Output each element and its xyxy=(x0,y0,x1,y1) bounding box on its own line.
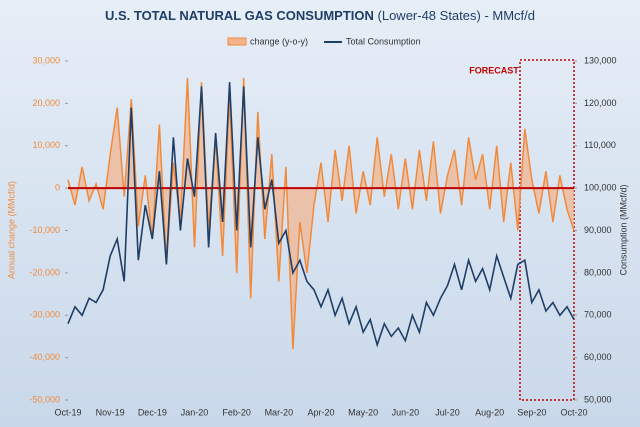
x-tick-label: May-20 xyxy=(348,407,378,417)
y-tick-label: -50,000 xyxy=(29,394,60,404)
y2-tick-label: 120,000 xyxy=(584,98,617,108)
y2-tick-label: 60,000 xyxy=(584,352,612,362)
y-tick-label: -30,000 xyxy=(29,310,60,320)
x-tick-label: Aug-20 xyxy=(475,407,504,417)
y-tick-label: 0 xyxy=(55,183,60,193)
y-tick-label: -40,000 xyxy=(29,352,60,362)
y2-tick-label: 90,000 xyxy=(584,225,612,235)
y2-tick-label: 80,000 xyxy=(584,267,612,277)
x-tick-label: Dec-19 xyxy=(138,407,167,417)
y2-tick-label: 130,000 xyxy=(584,55,617,65)
y2-tick-label: 100,000 xyxy=(584,183,617,193)
legend-swatch xyxy=(227,37,247,46)
y2-tick-label: 50,000 xyxy=(584,394,612,404)
y-tick-label: -10,000 xyxy=(29,225,60,235)
y-axis-label: Annual change (MMcf/d) xyxy=(6,181,16,279)
x-tick-label: Apr-20 xyxy=(307,407,334,417)
x-tick-label: Oct-20 xyxy=(560,407,587,417)
x-tick-label: Nov-19 xyxy=(96,407,125,417)
y-tick-label: 20,000 xyxy=(32,98,60,108)
series-line xyxy=(67,82,575,348)
x-tick-label: Jan-20 xyxy=(181,407,209,417)
x-tick-label: Sep-20 xyxy=(517,407,546,417)
y-tick-label: -20,000 xyxy=(29,267,60,277)
y2-tick-label: 110,000 xyxy=(584,140,616,150)
title-suffix: (Lower-48 States) - MMcf/d xyxy=(378,8,536,23)
legend-label: Total Consumption xyxy=(346,36,421,46)
x-tick-label: Jul-20 xyxy=(435,407,460,417)
x-tick-label: Feb-20 xyxy=(222,407,251,417)
chart-title: U.S. TOTAL NATURAL GAS CONSUMPTION (Lowe… xyxy=(105,8,535,23)
title-main: U.S. TOTAL NATURAL GAS CONSUMPTION xyxy=(105,8,374,23)
x-tick-label: Mar-20 xyxy=(265,407,294,417)
y-tick-label: 10,000 xyxy=(32,140,60,150)
annotation: FORECAST xyxy=(469,65,519,75)
y2-tick-label: 70,000 xyxy=(584,310,612,320)
y-tick-label: 30,000 xyxy=(32,55,60,65)
x-tick-label: Jun-20 xyxy=(392,407,420,417)
legend-label: change (y-o-y) xyxy=(250,36,308,46)
y2-axis-label: Consumption (MMcf/d) xyxy=(618,184,628,275)
x-tick-label: Oct-19 xyxy=(54,407,81,417)
